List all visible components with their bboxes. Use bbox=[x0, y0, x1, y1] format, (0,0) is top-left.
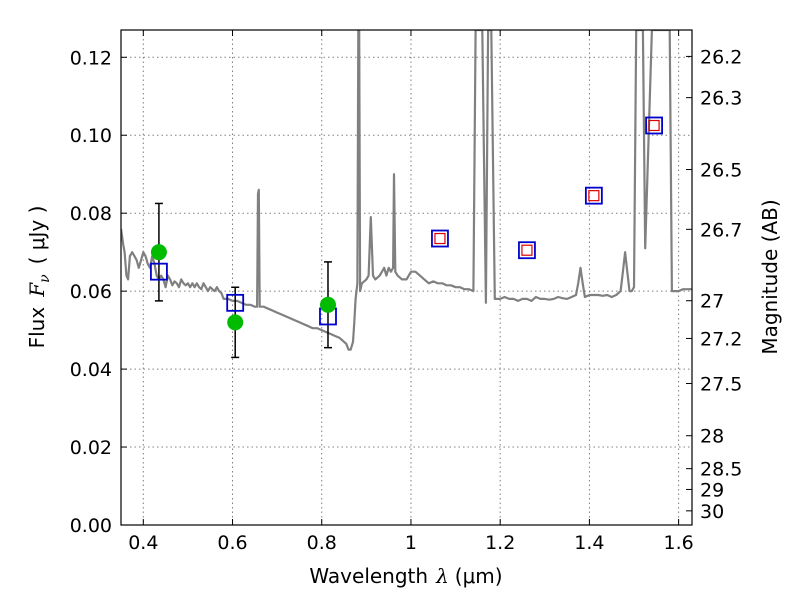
model-flux-square bbox=[518, 241, 536, 260]
y2-tick-label: 27.5 bbox=[700, 373, 742, 395]
plot-frame bbox=[120, 29, 693, 526]
model-flux-square bbox=[226, 293, 245, 312]
y2-tick-label: 30 bbox=[700, 501, 724, 523]
y-tick-label: 0.10 bbox=[70, 125, 112, 147]
observed-flux-point bbox=[227, 314, 244, 331]
x-tick-label: 1 bbox=[405, 532, 417, 554]
y2-tick-label: 27 bbox=[700, 291, 724, 313]
axis-ticks: 0.4 0.6 0.8 1 1.2 1.4 1.6 0.00 0.02 0.04 0.06 0.08 0… bbox=[70, 30, 742, 554]
plot-area bbox=[121, 30, 692, 359]
x-tick-label: 1.2 bbox=[485, 532, 515, 554]
x-tick-label: 1.6 bbox=[664, 532, 694, 554]
y2-tick-label: 29 bbox=[700, 479, 724, 501]
model-flux-square bbox=[584, 186, 603, 205]
y2-tick-label: 27.2 bbox=[700, 328, 742, 350]
x-tick-label: 1.4 bbox=[574, 532, 604, 554]
model-flux-square bbox=[150, 262, 168, 281]
x-axis-label: Wavelength λ (μm) bbox=[309, 564, 502, 588]
model-flux-square bbox=[645, 116, 663, 135]
y2-axis-label: Magnitude (AB) bbox=[758, 199, 782, 354]
model-flux-inner-square bbox=[521, 244, 533, 256]
model-flux-inner-square bbox=[648, 119, 660, 132]
y2-tick-label: 26.3 bbox=[700, 88, 742, 110]
y-tick-label: 0.12 bbox=[70, 47, 112, 69]
y2-tick-label: 28.5 bbox=[700, 459, 742, 481]
x-tick-label: 0.8 bbox=[307, 532, 337, 554]
x-tick-label: 0.4 bbox=[128, 532, 158, 554]
y2-tick-label: 26.5 bbox=[700, 160, 742, 182]
y-axis-label: FluxFν( μJy ) bbox=[25, 206, 53, 349]
y-tick-label: 0.00 bbox=[70, 515, 112, 537]
spectrum-line bbox=[121, 30, 692, 351]
y-tick-label: 0.08 bbox=[70, 203, 112, 225]
grid-lines bbox=[121, 30, 692, 526]
y-tick-label: 0.04 bbox=[70, 359, 112, 381]
y2-tick-label: 26.2 bbox=[700, 46, 742, 68]
model-flux-square bbox=[431, 229, 449, 248]
y2-tick-label: 28 bbox=[700, 426, 724, 448]
model-flux-inner-square bbox=[588, 190, 600, 202]
y-tick-label: 0.02 bbox=[70, 437, 112, 459]
observed-flux-point bbox=[150, 244, 167, 261]
y-tick-label: 0.06 bbox=[70, 281, 112, 303]
observed-flux-point bbox=[319, 296, 336, 313]
x-tick-label: 0.6 bbox=[217, 532, 247, 554]
y2-tick-label: 26.7 bbox=[700, 219, 742, 241]
model-flux-inner-square bbox=[434, 232, 446, 245]
